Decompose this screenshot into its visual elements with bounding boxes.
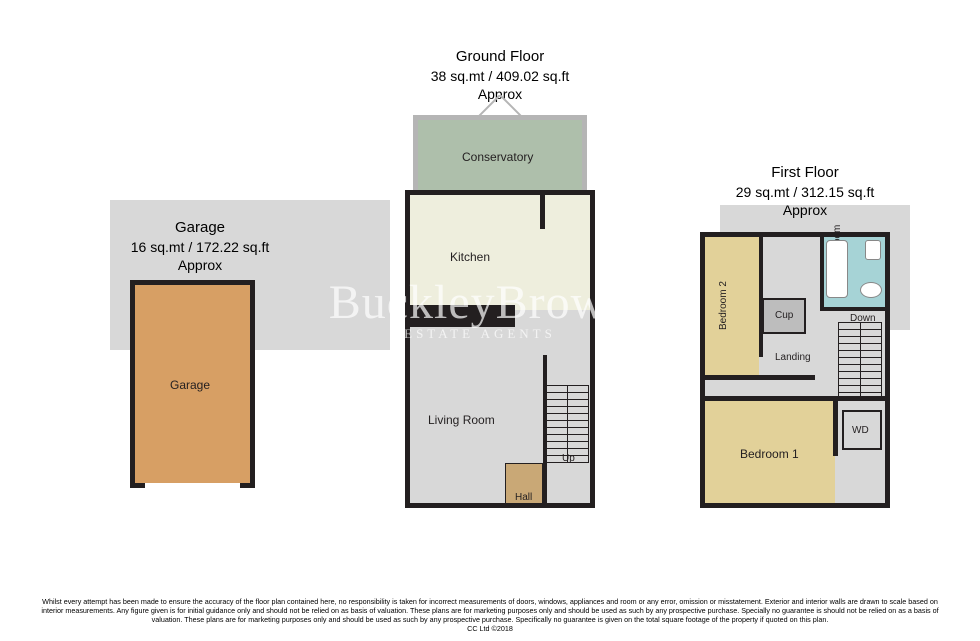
kitchen <box>410 195 590 310</box>
first-header: First Floor 29 sq.mt / 312.15 sq.ft Appr… <box>720 163 890 219</box>
bed2-wall-b <box>705 375 815 380</box>
conservatory-label: Conservatory <box>462 150 533 164</box>
down-label: Down <box>850 313 876 324</box>
garage-door-gap <box>145 483 240 488</box>
first-area: 29 sq.mt / 312.15 sq.ft <box>720 183 890 201</box>
kitchen-label: Kitchen <box>450 250 490 264</box>
living-room-label: Living Room <box>428 413 495 427</box>
landing-label: Landing <box>775 352 811 363</box>
stair-wall <box>543 355 547 503</box>
garage-approx: Approx <box>125 256 275 274</box>
garage-area: 16 sq.mt / 172.22 sq.ft <box>125 238 275 256</box>
bathroom-wall-l <box>820 237 824 310</box>
bed1-wall-t <box>705 396 885 401</box>
bedroom2 <box>705 237 759 375</box>
up-label: Up <box>562 453 575 464</box>
wd-label: WD <box>852 425 869 436</box>
kitchen-wall-right <box>540 195 545 229</box>
first-approx: Approx <box>720 201 890 219</box>
cup-label: Cup <box>775 310 793 321</box>
bed2-wall-r <box>759 237 763 357</box>
garage-label: Garage <box>170 378 210 392</box>
toilet <box>865 240 881 260</box>
sink <box>860 282 882 298</box>
bedroom2-label: Bedroom 2 <box>718 281 729 330</box>
disclaimer-copyright: CC Ltd ©2018 <box>467 624 513 633</box>
disclaimer-text: Whilst every attempt has been made to en… <box>41 597 938 624</box>
ground-stairs <box>545 385 589 463</box>
garage-header: Garage 16 sq.mt / 172.22 sq.ft Approx <box>125 218 275 274</box>
hall-label: Hall <box>515 492 532 503</box>
ground-area: 38 sq.mt / 409.02 sq.ft <box>410 67 590 85</box>
garage-title: Garage <box>125 218 275 238</box>
bedroom1-label: Bedroom 1 <box>740 447 799 461</box>
disclaimer: Whilst every attempt has been made to en… <box>40 597 940 633</box>
ground-title: Ground Floor <box>410 47 590 67</box>
kitchen-counter <box>410 305 515 327</box>
first-stairs <box>838 322 882 400</box>
bathtub <box>826 240 848 298</box>
bathroom-wall-b <box>820 307 885 311</box>
bed1-wall-r <box>833 396 838 456</box>
first-title: First Floor <box>720 163 890 183</box>
